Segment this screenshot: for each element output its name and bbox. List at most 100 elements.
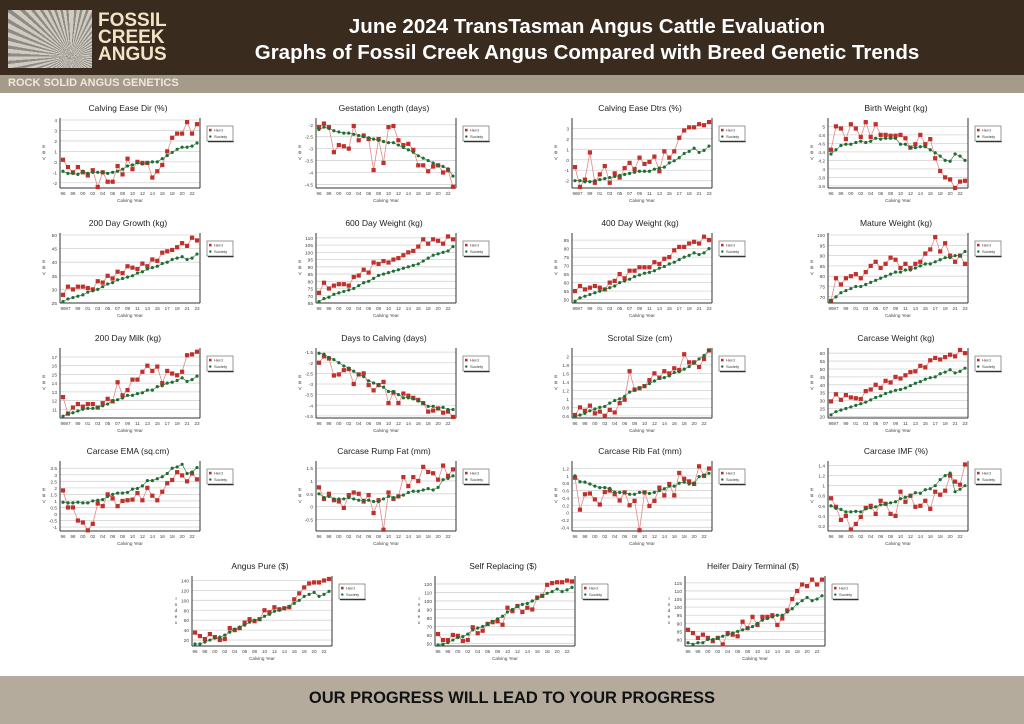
society-point bbox=[386, 494, 391, 498]
herd-point bbox=[426, 241, 431, 246]
society-point bbox=[411, 263, 415, 267]
herd-point bbox=[627, 268, 632, 273]
society-point bbox=[327, 494, 331, 498]
herd-line bbox=[830, 120, 966, 189]
x-tick-label: 97 bbox=[577, 191, 583, 196]
x-tick-label: 00 bbox=[336, 534, 342, 539]
society-point bbox=[297, 598, 301, 602]
y-tick-label: -2.5 bbox=[305, 371, 314, 377]
herd-point bbox=[525, 605, 530, 610]
society-point bbox=[160, 261, 164, 266]
x-tick-label: 02 bbox=[465, 649, 471, 654]
society-point bbox=[165, 381, 169, 385]
x-axis-label: Calving Year bbox=[629, 428, 655, 433]
y-tick-label: 3.8 bbox=[818, 175, 825, 181]
x-tick-label: 18 bbox=[170, 534, 176, 539]
society-point bbox=[697, 357, 701, 361]
x-axis-label: Calving Year bbox=[742, 656, 768, 661]
herd-point bbox=[696, 122, 702, 127]
y-axis-label: EBV bbox=[553, 259, 558, 278]
society-point bbox=[145, 267, 149, 271]
society-point bbox=[883, 502, 888, 506]
herd-point bbox=[592, 180, 597, 185]
herd-point bbox=[351, 274, 356, 280]
society-point bbox=[175, 465, 179, 469]
society-point bbox=[893, 136, 898, 140]
chart-carcase-imf: Carcase IMF (%) 0.2 0.4 0.6 0.8 1 1.2 1.4 EBV 96 9… bbox=[768, 443, 1024, 555]
x-tick-label: 01 bbox=[853, 306, 859, 311]
society-point bbox=[426, 256, 430, 260]
society-point bbox=[839, 507, 843, 511]
herd-point bbox=[175, 470, 180, 475]
herd-point bbox=[848, 395, 853, 400]
herd-point bbox=[795, 588, 800, 594]
x-tick-label: 06 bbox=[485, 649, 491, 654]
society-point bbox=[446, 167, 450, 171]
society-point bbox=[376, 383, 381, 387]
y-tick-label: 0.8 bbox=[818, 494, 825, 500]
society-point bbox=[701, 641, 705, 645]
herd-point bbox=[682, 476, 687, 481]
society-legend-marker bbox=[209, 250, 212, 253]
herd-point bbox=[785, 608, 790, 613]
herd-point bbox=[312, 580, 317, 585]
y-tick-label: 80 bbox=[427, 616, 433, 622]
herd-legend-label: Herd bbox=[470, 127, 479, 132]
society-point bbox=[578, 480, 582, 484]
herd-point bbox=[125, 156, 130, 161]
herd-point bbox=[898, 132, 903, 137]
society-point bbox=[155, 264, 159, 268]
herd-point bbox=[376, 261, 381, 267]
herd-point bbox=[60, 488, 66, 493]
society-point bbox=[869, 506, 873, 510]
herd-point bbox=[150, 175, 155, 180]
society-point bbox=[692, 251, 696, 255]
society-point bbox=[130, 393, 135, 397]
herd-point bbox=[637, 155, 642, 160]
society-point bbox=[223, 633, 227, 637]
x-tick-label: 00 bbox=[80, 534, 86, 539]
herd-point bbox=[431, 471, 436, 476]
chart-self-replacing: Self Replacing ($) 50 60 70 80 90 100 110 120 Ind… bbox=[375, 558, 631, 670]
chart-title: Angus Pure ($) bbox=[231, 561, 288, 571]
y-tick-label: 0.6 bbox=[562, 489, 569, 495]
society-point bbox=[913, 266, 917, 270]
herd-line bbox=[318, 123, 454, 187]
society-point bbox=[893, 270, 898, 274]
herd-point bbox=[510, 609, 515, 614]
herd-point bbox=[943, 241, 948, 246]
society-point bbox=[849, 142, 853, 146]
herd-legend-marker bbox=[341, 586, 344, 590]
x-axis-label: Calving Year bbox=[629, 198, 655, 203]
herd-point bbox=[346, 283, 351, 288]
society-point bbox=[431, 404, 435, 408]
x-tick-label: 00 bbox=[592, 534, 598, 539]
x-tick-label: 98 bbox=[582, 421, 588, 426]
herd-point bbox=[952, 354, 958, 359]
x-tick-label: 23 bbox=[962, 421, 968, 426]
society-line bbox=[195, 591, 330, 645]
herd-point bbox=[500, 622, 505, 627]
x-tick-label: 04 bbox=[612, 421, 618, 426]
society-legend-marker bbox=[721, 478, 724, 481]
x-tick-label: 00 bbox=[336, 191, 342, 196]
x-axis-label: Calving Year bbox=[373, 541, 399, 546]
society-line bbox=[830, 472, 966, 513]
society-point bbox=[603, 404, 607, 409]
herd-point bbox=[962, 261, 968, 266]
society-point bbox=[337, 291, 341, 295]
herd-point bbox=[730, 632, 735, 637]
society-point bbox=[623, 172, 627, 176]
y-tick-label: 100 bbox=[305, 250, 313, 256]
herd-point bbox=[933, 234, 938, 240]
herd-point bbox=[371, 168, 376, 173]
y-tick-label: 3 bbox=[54, 473, 57, 479]
logo-line: FOSSIL bbox=[98, 10, 167, 31]
y-tick-label: 100 bbox=[424, 599, 432, 605]
herd-point bbox=[445, 234, 451, 239]
y-tick-label: 15 bbox=[52, 372, 58, 378]
y-axis-label: EBV bbox=[809, 259, 814, 278]
society-line bbox=[830, 251, 966, 302]
x-tick-label: 96 bbox=[828, 191, 834, 196]
herd-point bbox=[952, 259, 958, 264]
